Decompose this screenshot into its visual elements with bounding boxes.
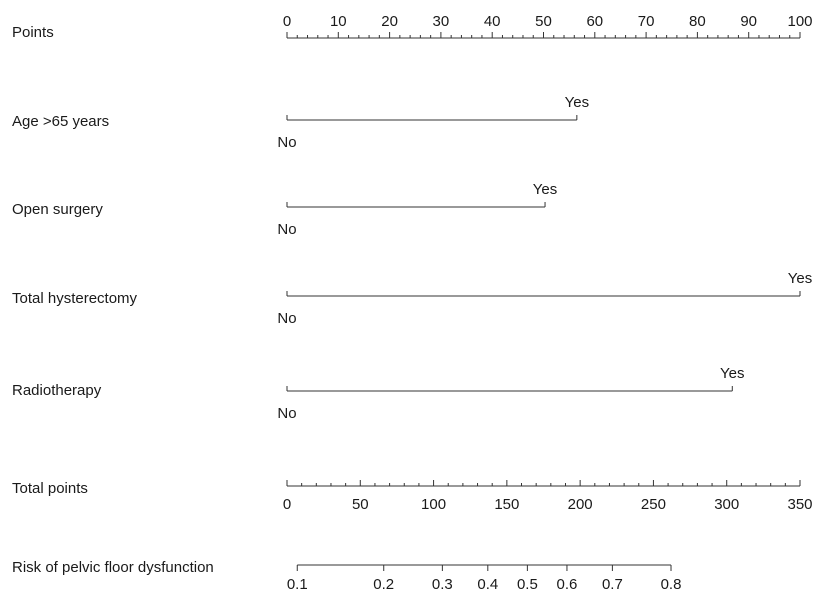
predictor-scale-radiotherapy: No Yes xyxy=(277,365,744,422)
points-tick-label: 100 xyxy=(787,13,812,30)
points-tick-label: 60 xyxy=(586,13,603,30)
predictor-scale-open-surgery: No Yes xyxy=(277,181,557,238)
total-points-tick-label: 150 xyxy=(494,496,519,513)
total-points-tick-label: 100 xyxy=(421,496,446,513)
risk-tick-label: 0.1 xyxy=(287,576,308,593)
level-no-label: No xyxy=(277,221,296,238)
points-tick-label: 30 xyxy=(433,13,450,30)
risk-tick-label: 0.2 xyxy=(373,576,394,593)
points-tick-label: 0 xyxy=(283,13,291,30)
total-points-label: Total points xyxy=(12,480,88,497)
risk-label: Risk of pelvic floor dysfunction xyxy=(12,559,214,576)
points-tick-label: 80 xyxy=(689,13,706,30)
predictor-label-open-surgery: Open surgery xyxy=(12,201,103,218)
risk-tick-label: 0.4 xyxy=(477,576,498,593)
total-points-tick-label: 0 xyxy=(283,496,291,513)
total-points-tick-label: 300 xyxy=(714,496,739,513)
predictor-label-age: Age >65 years xyxy=(12,113,109,130)
total-points-tick-label: 200 xyxy=(568,496,593,513)
risk-tick-label: 0.6 xyxy=(557,576,578,593)
points-tick-label: 90 xyxy=(740,13,757,30)
points-label: Points xyxy=(12,24,54,41)
points-tick-label: 10 xyxy=(330,13,347,30)
risk-tick-label: 0.3 xyxy=(432,576,453,593)
predictor-scale-total-hysterectomy: No Yes xyxy=(277,270,812,327)
level-yes-label: Yes xyxy=(788,270,812,287)
total-points-tick-label: 250 xyxy=(641,496,666,513)
level-no-label: No xyxy=(277,310,296,327)
risk-tick-label: 0.5 xyxy=(517,576,538,593)
points-axis: 0 10 20 30 40 50 60 70 80 90 100 xyxy=(283,13,813,39)
points-tick-label: 20 xyxy=(381,13,398,30)
predictor-label-radiotherapy: Radiotherapy xyxy=(12,382,102,399)
total-points-axis: 0 50 100 150 200 250 300 350 xyxy=(283,480,813,513)
level-yes-label: Yes xyxy=(720,365,744,382)
total-points-tick-label: 50 xyxy=(352,496,369,513)
level-no-label: No xyxy=(277,134,296,151)
risk-axis: 0.1 0.2 0.3 0.4 0.5 0.6 0.7 0.8 xyxy=(287,564,682,593)
level-yes-label: Yes xyxy=(533,181,557,198)
points-tick-label: 40 xyxy=(484,13,501,30)
level-no-label: No xyxy=(277,405,296,422)
total-points-tick-label: 350 xyxy=(787,496,812,513)
risk-tick-label: 0.8 xyxy=(661,576,682,593)
predictor-label-total-hysterectomy: Total hysterectomy xyxy=(12,290,138,307)
level-yes-label: Yes xyxy=(565,94,589,111)
predictor-scale-age: No Yes xyxy=(277,94,589,151)
points-tick-label: 50 xyxy=(535,13,552,30)
points-tick-label: 70 xyxy=(638,13,655,30)
risk-tick-label: 0.7 xyxy=(602,576,623,593)
